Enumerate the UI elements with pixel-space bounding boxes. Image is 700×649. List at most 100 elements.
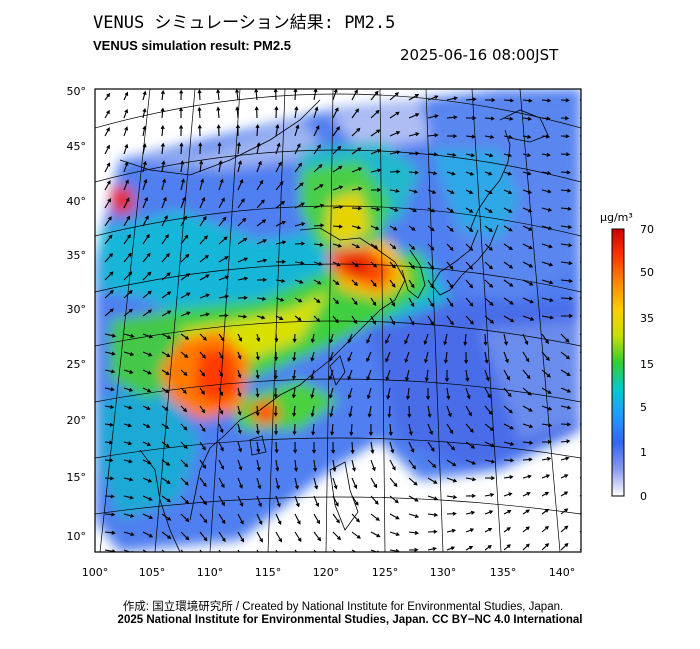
wind-arrow [256,513,263,526]
wind-arrow [104,387,115,392]
wind-arrow [522,98,533,103]
wind-arrow [560,243,573,248]
wind-arrow [366,369,372,381]
wind-arrow [541,297,554,303]
wind-arrow [560,152,571,157]
wind-arrow [123,495,134,500]
wind-arrow [408,279,415,289]
credit-line-1: 作成: 国立環境研究所 / Created by National Instit… [122,601,564,613]
wind-arrow [104,144,110,155]
wind-arrow [465,279,474,289]
wind-arrow [503,225,513,232]
wind-arrow [427,207,436,213]
wind-arrow [294,549,298,552]
wind-arrow [255,387,260,398]
wind-arrow [236,141,241,155]
wind-arrow [560,474,569,479]
wind-arrow [294,495,300,508]
wind-arrow [218,333,225,342]
wind-arrow [446,494,458,500]
wind-arrow [294,202,305,209]
wind-arrow [142,196,149,209]
wind-arrow [104,180,111,191]
wind-arrow [446,315,454,326]
wind-arrow [579,243,581,245]
wind-arrow [351,459,356,472]
wind-arrow [560,170,571,175]
wind-arrow [446,115,458,120]
wind-arrow [522,297,534,304]
wind-arrow [385,369,391,382]
wind-arrow [370,90,379,101]
wind-arrow [161,272,171,281]
wind-arrow [370,459,376,472]
wind-arrow [199,196,206,209]
wind-arrow [351,225,362,230]
wind-arrow [408,423,413,436]
wind-arrow [123,308,134,317]
wind-arrow [199,531,208,542]
wind-arrow [446,134,458,139]
wind-arrow [503,441,515,446]
wind-arrow [197,89,202,101]
wind-arrow [329,333,334,344]
wind-arrow [216,106,221,119]
wind-arrow [465,134,476,139]
wind-arrow [311,423,316,436]
wind-arrow [389,188,400,193]
wind-arrow [275,315,284,320]
wind-arrow [541,261,554,267]
wind-arrow [484,423,494,431]
wind-arrow [255,405,260,417]
wind-arrow [465,369,470,383]
wind-arrow [370,531,381,538]
wind-arrow [329,405,334,418]
wind-arrow [312,442,317,454]
wind-arrow [560,98,570,103]
wind-arrow [161,215,168,227]
wind-arrow [332,495,339,507]
wind-arrow [351,531,361,539]
wind-arrow [199,160,204,173]
wind-arrow [463,333,468,346]
wind-arrow [123,234,131,245]
wind-arrow [104,494,115,499]
wind-arrow [180,253,190,263]
wind-arrow [332,549,337,552]
wind-arrow [254,106,259,119]
wind-arrow [446,243,454,251]
wind-arrow [123,333,135,338]
wind-arrow [465,405,472,417]
wind-arrow [427,441,435,452]
wind-arrow [427,114,439,119]
wind-arrow [389,131,401,137]
wind-arrow [560,491,569,497]
wind-arrow [427,243,435,251]
wind-arrow [104,404,115,410]
wind-arrow [541,439,552,444]
wind-arrow [522,457,533,462]
wind-arrow [503,423,514,430]
wind-arrow [408,477,418,486]
wind-arrow [161,291,172,299]
wind-arrow [104,333,117,338]
wind-arrow [465,528,475,533]
wind-arrow [389,315,395,326]
wind-arrow [256,531,263,543]
wind-arrow [424,351,429,364]
wind-arrow [313,164,323,173]
wind-arrow [256,459,261,472]
wind-arrow [180,423,188,431]
wind-arrow [503,98,515,103]
wind-arrow [161,160,166,173]
wind-arrow [274,441,279,454]
wind-arrow [180,311,191,317]
wind-arrow [199,495,207,506]
wind-arrow [541,116,551,121]
wind-arrow [408,261,415,270]
wind-arrow [218,197,225,209]
wind-arrow [142,549,148,552]
wind-arrow [351,549,360,552]
wind-arrow [256,219,267,227]
